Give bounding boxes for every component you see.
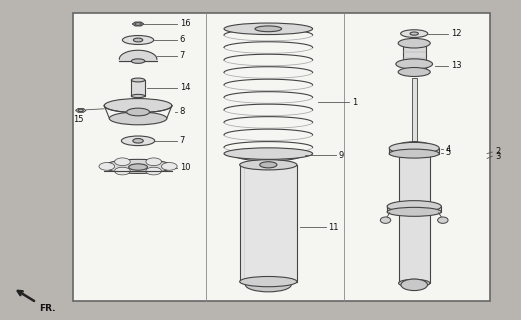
Ellipse shape <box>240 160 297 170</box>
Ellipse shape <box>127 108 150 116</box>
Ellipse shape <box>398 68 430 76</box>
Bar <box>412 78 417 141</box>
Text: 7: 7 <box>180 52 185 60</box>
Text: 7: 7 <box>180 136 185 145</box>
Text: 16: 16 <box>180 20 190 28</box>
Ellipse shape <box>131 59 145 63</box>
Ellipse shape <box>259 162 277 168</box>
Bar <box>240 165 297 282</box>
Polygon shape <box>132 22 144 26</box>
Text: 15: 15 <box>73 115 83 124</box>
Ellipse shape <box>162 163 177 170</box>
Ellipse shape <box>146 158 162 165</box>
Ellipse shape <box>146 167 162 175</box>
Polygon shape <box>76 108 86 112</box>
Text: 12: 12 <box>451 29 461 38</box>
Ellipse shape <box>131 78 145 82</box>
Ellipse shape <box>401 30 428 37</box>
Bar <box>73 13 490 301</box>
Text: 4: 4 <box>445 145 451 154</box>
Ellipse shape <box>224 23 313 35</box>
Bar <box>131 80 145 96</box>
Ellipse shape <box>399 279 430 287</box>
Ellipse shape <box>245 278 291 292</box>
Text: 14: 14 <box>180 84 190 92</box>
Ellipse shape <box>135 23 141 25</box>
Text: FR.: FR. <box>39 304 56 313</box>
Ellipse shape <box>78 109 83 112</box>
Bar <box>403 43 426 72</box>
Ellipse shape <box>399 142 430 149</box>
Text: 2: 2 <box>495 148 500 156</box>
Ellipse shape <box>389 142 439 154</box>
Ellipse shape <box>122 36 154 44</box>
Ellipse shape <box>99 163 115 170</box>
Ellipse shape <box>115 158 130 165</box>
Text: 3: 3 <box>495 152 500 161</box>
Text: 6: 6 <box>180 36 185 44</box>
Bar <box>387 206 441 212</box>
Ellipse shape <box>438 217 448 223</box>
Text: 10: 10 <box>180 164 190 172</box>
Ellipse shape <box>410 32 418 35</box>
Text: 13: 13 <box>451 61 461 70</box>
Ellipse shape <box>387 201 441 212</box>
Ellipse shape <box>380 217 391 223</box>
Text: 1: 1 <box>352 98 357 107</box>
Ellipse shape <box>121 136 155 146</box>
Ellipse shape <box>133 38 143 42</box>
Ellipse shape <box>398 38 430 48</box>
Ellipse shape <box>109 112 167 125</box>
Ellipse shape <box>255 26 281 32</box>
Ellipse shape <box>104 99 172 113</box>
Ellipse shape <box>234 149 302 161</box>
Ellipse shape <box>133 139 143 143</box>
Ellipse shape <box>255 152 282 158</box>
Text: 11: 11 <box>328 223 339 232</box>
Ellipse shape <box>115 167 130 175</box>
Ellipse shape <box>401 279 427 291</box>
Text: 5: 5 <box>445 148 451 157</box>
Ellipse shape <box>131 94 145 98</box>
Ellipse shape <box>396 59 432 69</box>
Ellipse shape <box>389 149 439 158</box>
Ellipse shape <box>240 276 297 287</box>
Text: 8: 8 <box>180 108 185 116</box>
Text: 9: 9 <box>339 151 344 160</box>
Ellipse shape <box>387 207 441 216</box>
Bar <box>399 146 430 283</box>
Ellipse shape <box>104 159 172 173</box>
Ellipse shape <box>129 164 147 170</box>
Ellipse shape <box>224 148 313 159</box>
Bar <box>389 148 439 154</box>
